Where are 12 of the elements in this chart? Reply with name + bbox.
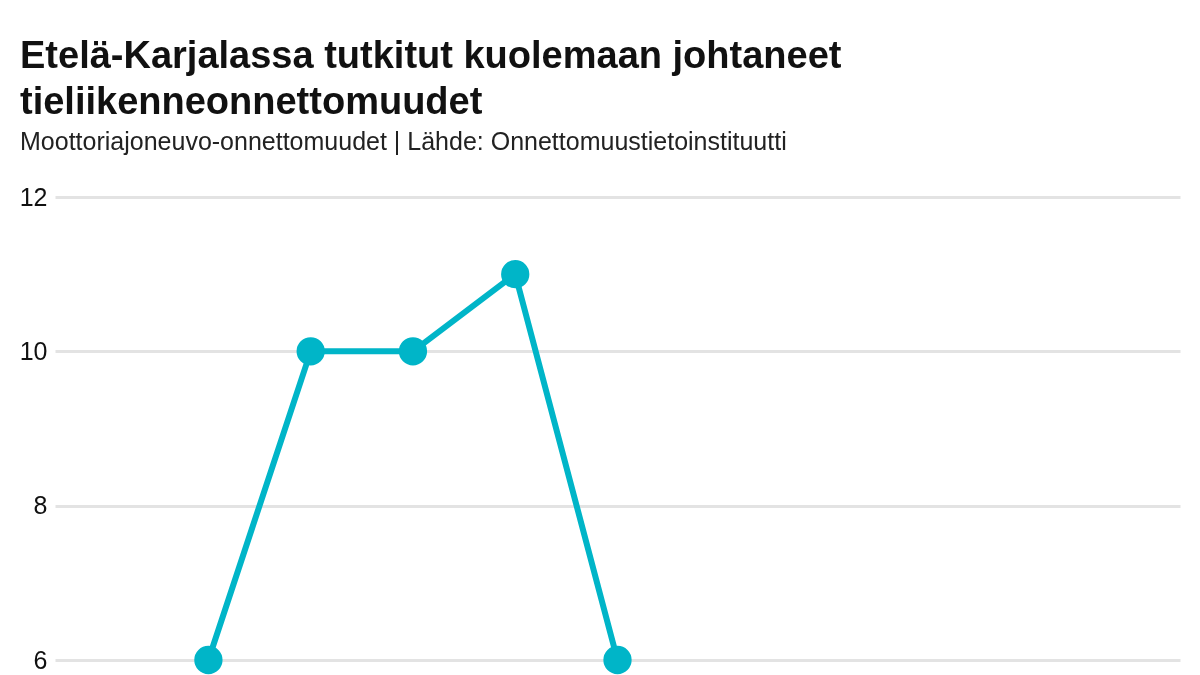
point — [501, 260, 530, 289]
text: Etelä-Karjalassa tutkitut kuolemaan johtaneet — [20, 34, 842, 76]
point — [603, 645, 632, 675]
point — [398, 337, 428, 366]
point — [194, 645, 223, 675]
y-tick-label: 6 — [33, 645, 48, 674]
text: tieliikenneonnettomuudet — [20, 80, 483, 122]
y-tick-label: 12 — [19, 182, 48, 211]
y-tick-label: 8 — [33, 491, 48, 520]
point — [296, 337, 325, 366]
y-tick-label: 10 — [19, 336, 48, 365]
chart-subtitle: Moottoriajoneuvo-onnettomuudet | Lähde: Onnettomuustietoinstituutti — [20, 127, 787, 155]
